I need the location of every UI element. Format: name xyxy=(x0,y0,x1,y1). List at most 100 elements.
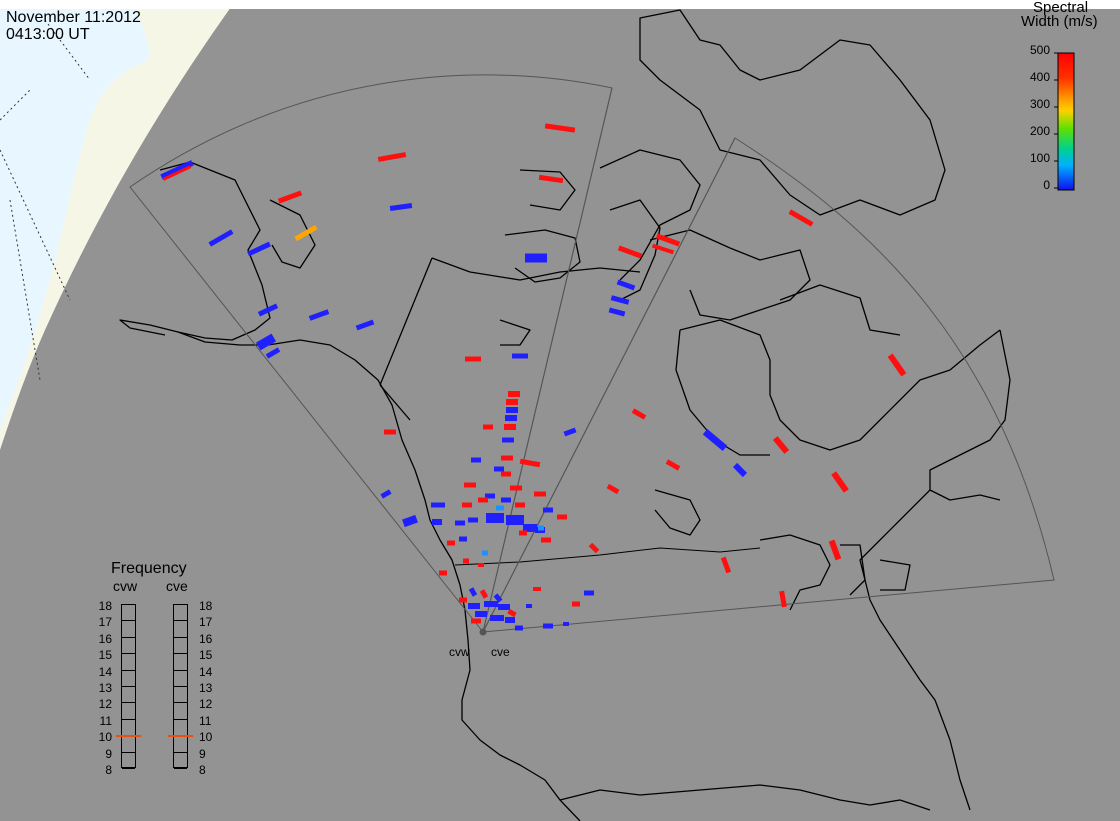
frequency-cell xyxy=(174,605,187,720)
frequency-title: Frequency xyxy=(111,560,187,577)
backscatter-cell xyxy=(208,229,234,247)
backscatter-cell xyxy=(355,319,375,331)
frequency-level-label-right: 15 xyxy=(199,648,213,663)
frequency-cell xyxy=(122,605,135,769)
date-label: November 11:2012 xyxy=(6,9,141,26)
frequency-level-label-left: 11 xyxy=(99,713,112,728)
frequency-level-label-left: 13 xyxy=(98,681,112,695)
frequency-level-label-right: 8 xyxy=(199,763,206,777)
backscatter-cell xyxy=(439,570,447,576)
backscatter-cell xyxy=(478,497,488,503)
backscatter-cell xyxy=(523,524,537,532)
frequency-radar-left: cvw xyxy=(113,578,138,594)
backscatter-cell xyxy=(494,466,504,472)
fov-east-inner xyxy=(482,137,736,633)
radar-site-marker xyxy=(479,628,487,636)
backscatter-cell xyxy=(484,601,498,607)
backscatter-cell xyxy=(538,525,544,531)
colorbar-tick: 0 xyxy=(1043,178,1050,192)
backscatter-cell xyxy=(515,625,523,631)
backscatter-cell xyxy=(610,295,630,305)
backscatter-cell xyxy=(504,424,516,430)
frequency-level-label-right: 17 xyxy=(199,615,213,630)
backscatter-cell xyxy=(465,356,481,362)
frequency-cell xyxy=(122,605,135,622)
backscatter-cell xyxy=(377,152,407,162)
colorbar-tick: 500 xyxy=(1029,43,1050,57)
backscatter-cell xyxy=(631,408,647,420)
backscatter-cell xyxy=(584,590,594,596)
backscatter-cell xyxy=(501,497,511,503)
frequency-level-label-right: 11 xyxy=(199,713,212,728)
frequency-cell xyxy=(122,605,135,671)
colorbar xyxy=(1054,52,1075,191)
backscatter-cell xyxy=(308,309,330,321)
backscatter-cell xyxy=(702,428,728,452)
backscatter-cells xyxy=(160,123,907,631)
backscatter-cell xyxy=(779,590,787,608)
fov-east xyxy=(482,137,1055,633)
backscatter-cell xyxy=(655,233,681,247)
backscatter-cell xyxy=(496,505,504,511)
backscatter-cell xyxy=(541,537,551,543)
frequency-level-label-right: 10 xyxy=(199,730,213,745)
backscatter-cell xyxy=(505,617,515,623)
backscatter-cell xyxy=(479,589,489,599)
backscatter-cell xyxy=(463,558,469,564)
backscatter-cell xyxy=(468,587,478,597)
fov-outlines xyxy=(129,74,1055,633)
frequency-level-label-left: 17 xyxy=(98,615,112,630)
backscatter-cell xyxy=(563,622,569,626)
backscatter-cell xyxy=(432,519,442,525)
backscatter-cell xyxy=(380,489,392,499)
backscatter-cell xyxy=(257,303,279,317)
backscatter-cell xyxy=(557,514,567,520)
backscatter-cell xyxy=(486,513,504,523)
frequency-cell xyxy=(174,605,187,622)
backscatter-cell xyxy=(493,593,503,603)
frequency-level-label-left: 18 xyxy=(98,599,112,613)
backscatter-cell xyxy=(617,245,643,259)
frequency-level-label-right: 14 xyxy=(199,664,213,679)
backscatter-cell xyxy=(507,608,517,618)
backscatter-cell xyxy=(501,455,513,461)
backscatter-cell xyxy=(508,391,520,397)
frequency-level-label-left: 16 xyxy=(98,631,112,646)
backscatter-cell xyxy=(402,514,418,528)
colorbar-tick: 100 xyxy=(1029,151,1050,165)
frequency-cell xyxy=(174,605,187,655)
backscatter-cell xyxy=(506,515,524,525)
backscatter-cell xyxy=(471,457,481,463)
backscatter-cell xyxy=(475,611,487,617)
backscatter-cell xyxy=(887,353,907,377)
backscatter-cell xyxy=(512,353,528,359)
frequency-level-label-left: 9 xyxy=(105,746,112,761)
fov-west-inner xyxy=(482,87,613,633)
backscatter-cell xyxy=(651,243,675,255)
frequency-level-label-left: 10 xyxy=(98,730,112,745)
frequency-level-label-right: 18 xyxy=(199,599,213,613)
frequency-level-label-left: 15 xyxy=(98,648,112,663)
backscatter-cell xyxy=(506,407,518,413)
backscatter-cell xyxy=(255,333,277,351)
coastlines xyxy=(119,9,1011,821)
backscatter-cell xyxy=(616,279,636,291)
backscatter-cell xyxy=(459,536,467,542)
backscatter-cell xyxy=(772,436,790,454)
backscatter-cell xyxy=(384,429,396,435)
backscatter-cell xyxy=(431,502,445,508)
backscatter-cell xyxy=(459,597,467,603)
backscatter-cell xyxy=(533,587,541,591)
backscatter-cell xyxy=(563,427,577,437)
backscatter-cell xyxy=(389,202,413,212)
frequency-level-label-right: 12 xyxy=(199,697,213,712)
radar-label-west: cvw xyxy=(449,645,470,659)
backscatter-cell xyxy=(455,520,465,526)
frequency-level-label-left: 14 xyxy=(98,664,112,679)
frequency-scale-right xyxy=(173,604,188,769)
frequency-cell xyxy=(122,605,135,720)
backscatter-cell xyxy=(502,437,514,443)
backscatter-cell xyxy=(606,483,620,495)
backscatter-cell xyxy=(490,615,504,621)
